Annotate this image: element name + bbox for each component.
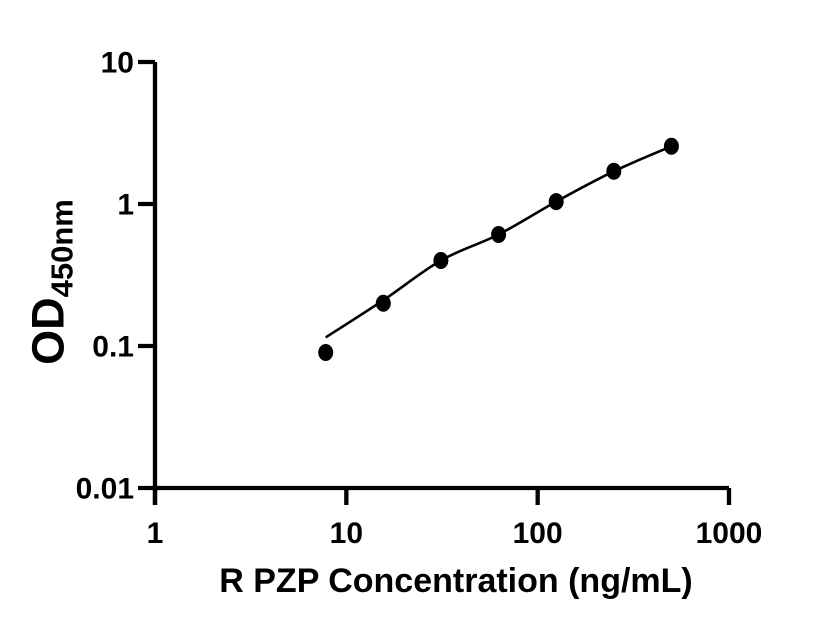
data-point-marker xyxy=(606,162,622,180)
data-point-marker xyxy=(663,137,679,155)
y-axis-title-subscript: 450nm xyxy=(44,199,80,298)
y-tick-label: 0.1 xyxy=(92,331,134,364)
data-point-marker xyxy=(491,226,507,243)
y-tick-label: 1 xyxy=(117,189,134,222)
y-axis-title: OD450nm xyxy=(22,199,80,365)
data-point-marker xyxy=(433,252,449,269)
y-axis-title-main: OD xyxy=(22,297,74,365)
data-point-marker xyxy=(318,344,334,361)
y-tick-label: 0.01 xyxy=(76,473,134,506)
x-axis-title: R PZP Concentration (ng/mL) xyxy=(219,562,693,600)
x-tick-label: 1 xyxy=(147,517,164,550)
data-point-marker xyxy=(548,193,564,211)
data-point-marker xyxy=(375,294,391,312)
x-tick-label: 1000 xyxy=(696,517,763,550)
x-tick-label: 100 xyxy=(513,517,563,550)
y-tick-label: 10 xyxy=(101,47,134,80)
x-tick-label: 10 xyxy=(330,517,363,550)
